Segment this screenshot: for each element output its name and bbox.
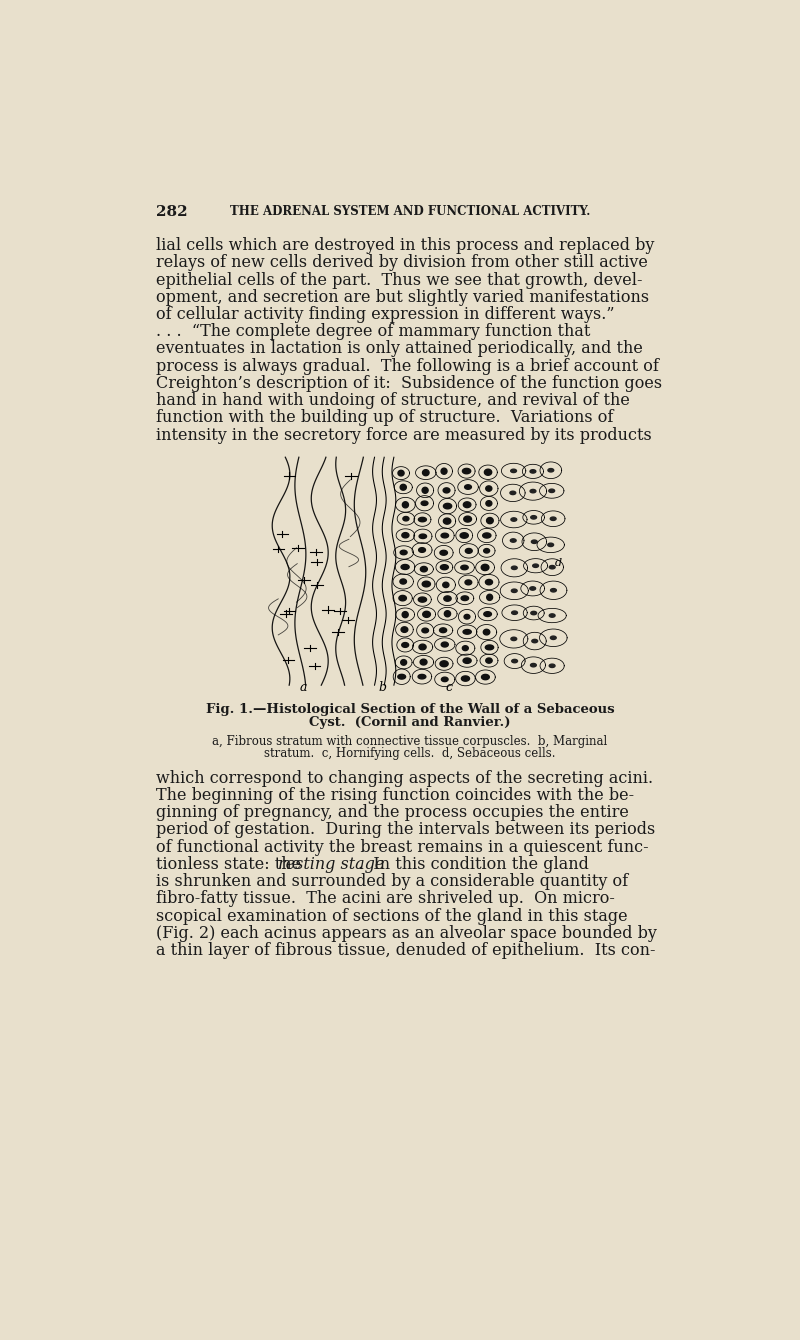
Text: relays of new cells derived by division from other still active: relays of new cells derived by division … xyxy=(156,255,648,272)
Text: function with the building up of structure.  Variations of: function with the building up of structu… xyxy=(156,409,613,426)
Text: .  In this condition the gland: . In this condition the gland xyxy=(358,856,589,872)
Text: opment, and secretion are but slightly varied manifestations: opment, and secretion are but slightly v… xyxy=(156,289,649,306)
Text: is shrunken and surrounded by a considerable quantity of: is shrunken and surrounded by a consider… xyxy=(156,874,628,890)
Text: The beginning of the rising function coincides with the be-: The beginning of the rising function coi… xyxy=(156,787,634,804)
Text: epithelial cells of the part.  Thus we see that growth, devel-: epithelial cells of the part. Thus we se… xyxy=(156,272,642,288)
Text: Cyst.  (Cornil and Ranvier.): Cyst. (Cornil and Ranvier.) xyxy=(310,716,510,729)
Text: which correspond to changing aspects of the secreting acini.: which correspond to changing aspects of … xyxy=(156,769,653,787)
Text: Creighton’s description of it:  Subsidence of the function goes: Creighton’s description of it: Subsidenc… xyxy=(156,375,662,391)
Text: process is always gradual.  The following is a brief account of: process is always gradual. The following… xyxy=(156,358,658,375)
Text: . . .  “The complete degree of mammary function that: . . . “The complete degree of mammary fu… xyxy=(156,323,590,340)
Text: stratum.  c, Hornifying cells.  d, Sebaceous cells.: stratum. c, Hornifying cells. d, Sebaceo… xyxy=(264,748,556,760)
Text: of functional activity the breast remains in a quiescent func-: of functional activity the breast remain… xyxy=(156,839,649,856)
Text: fibro-fatty tissue.  The acini are shriveled up.  On micro-: fibro-fatty tissue. The acini are shrive… xyxy=(156,890,614,907)
Text: eventuates in lactation is only attained periodically, and the: eventuates in lactation is only attained… xyxy=(156,340,642,358)
Text: (Fig. 2) each acinus appears as an alveolar space bounded by: (Fig. 2) each acinus appears as an alveo… xyxy=(156,925,657,942)
Text: of cellular activity finding expression in different ways.”: of cellular activity finding expression … xyxy=(156,306,614,323)
Text: ginning of pregnancy, and the process occupies the entire: ginning of pregnancy, and the process oc… xyxy=(156,804,629,821)
Text: resting stage: resting stage xyxy=(278,856,385,872)
Text: 282: 282 xyxy=(156,205,187,220)
Text: lial cells which are destroyed in this process and replaced by: lial cells which are destroyed in this p… xyxy=(156,237,654,255)
Text: a thin layer of fibrous tissue, denuded of epithelium.  Its con-: a thin layer of fibrous tissue, denuded … xyxy=(156,942,655,959)
Text: THE ADRENAL SYSTEM AND FUNCTIONAL ACTIVITY.: THE ADRENAL SYSTEM AND FUNCTIONAL ACTIVI… xyxy=(230,205,590,218)
Text: a, Fibrous stratum with connective tissue corpuscles.  b, Marginal: a, Fibrous stratum with connective tissu… xyxy=(212,734,608,748)
Text: Fig. 1.—Histological Section of the Wall of a Sebaceous: Fig. 1.—Histological Section of the Wall… xyxy=(206,702,614,716)
Text: scopical examination of sections of the gland in this stage: scopical examination of sections of the … xyxy=(156,907,627,925)
Text: intensity in the secretory force are measured by its products: intensity in the secretory force are mea… xyxy=(156,426,651,444)
Text: hand in hand with undoing of structure, and revival of the: hand in hand with undoing of structure, … xyxy=(156,393,630,409)
Text: period of gestation.  During the intervals between its periods: period of gestation. During the interval… xyxy=(156,821,655,839)
Text: tionless state: the: tionless state: the xyxy=(156,856,306,872)
